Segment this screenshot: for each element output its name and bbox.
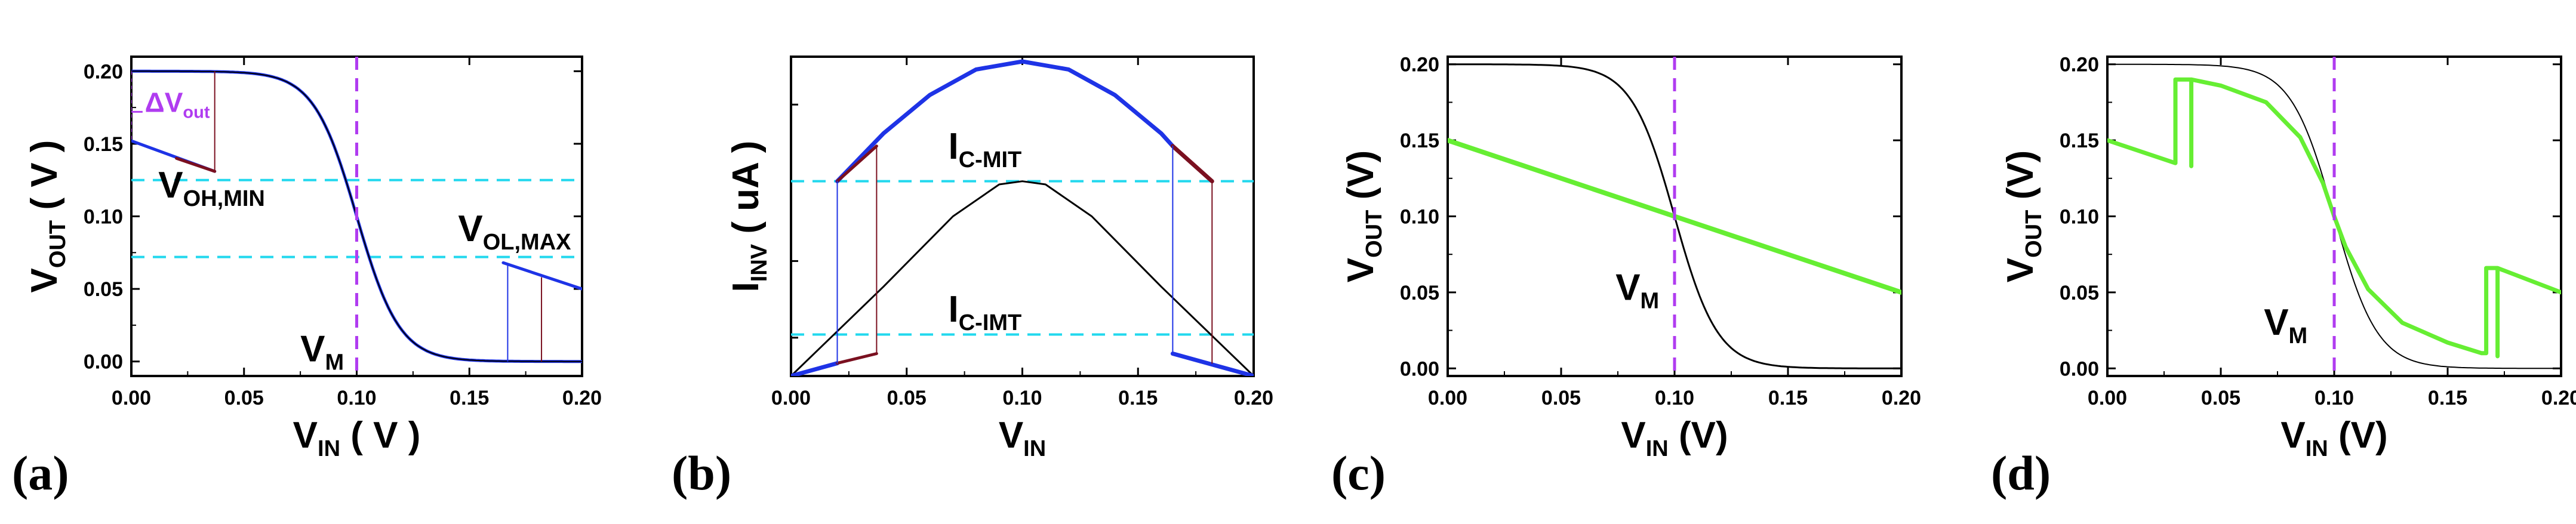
panel-label-b: (b): [672, 446, 731, 500]
series-low_right: [1170, 352, 1254, 376]
y-tick-label: 0.20: [2060, 54, 2099, 76]
x-tick-label: 0.05: [887, 387, 927, 409]
y-tick-label: 0.20: [84, 60, 123, 83]
x-tick-label: 0.00: [771, 387, 811, 409]
y-axis-label: VOUT (V): [2000, 150, 2046, 282]
x-axis-label: VIN (V): [1621, 415, 1728, 461]
x-tick-label: 0.10: [1655, 387, 1694, 409]
annotation-label: VM: [300, 329, 344, 375]
data-layer-c: [1448, 57, 1901, 376]
y-tick-label: 0.10: [84, 206, 123, 229]
plot-c: 0.00 0.05 0.10 0.15 0.20 0.00 0.05 0.10 0.15 0.20…: [1340, 54, 1921, 461]
panel-label-d: (d): [1991, 446, 2051, 500]
panel-c: 0.00 0.05 0.10 0.15 0.20 0.00 0.05 0.10 0.15 0.20…: [1331, 54, 1921, 500]
annotation-label: ΔVout: [145, 87, 210, 122]
x-tick-label: 0.00: [1428, 387, 1467, 409]
panel-b: 0.00 0.05 0.10 0.15 0.20 VIN IINV ( uA ) IC-MIT…: [672, 56, 1273, 500]
panel-d: 0.00 0.05 0.10 0.15 0.20 0.00 0.05 0.10 0.15 0.20…: [1991, 54, 2576, 500]
series-hysteretic_output: [2107, 77, 2561, 359]
annotation-label: IC-IMT: [949, 289, 1022, 335]
series-high_left_red: [836, 144, 878, 183]
y-tick-label: 0.15: [84, 133, 123, 156]
panel-label-c: (c): [1331, 446, 1386, 500]
y-tick-label: 0.00: [2060, 357, 2099, 380]
panel-a: 0.00 0.05 0.10 0.15 0.20 0.00 0.05 0.10 0.15 0.20…: [12, 56, 602, 500]
y-tick-label: 0.00: [84, 351, 123, 374]
x-tick-label: 0.15: [1118, 387, 1158, 409]
y-tick-label: 0.05: [1400, 282, 1439, 304]
x-tick-label: 0.10: [2315, 387, 2354, 409]
series-metal_current: [835, 59, 1175, 184]
y-tick-label: 0.05: [84, 278, 123, 301]
x-axis-label: VIN (V): [2280, 415, 2387, 461]
series-low_left: [791, 361, 839, 376]
x-tick-label: 0.20: [2541, 387, 2576, 409]
y-tick-label: 0.05: [2060, 282, 2099, 304]
y-tick-label: 0.10: [1400, 206, 1439, 229]
y-tick-label: 0.00: [1400, 357, 1439, 380]
y-axis-label: IINV ( uA ): [725, 141, 772, 292]
x-tick-label: 0.15: [2428, 387, 2467, 409]
annotation-label: VM: [2264, 302, 2307, 349]
panel-label-a: (a): [12, 446, 69, 500]
x-tick-label: 0.00: [112, 387, 151, 409]
x-tick-label: 0.10: [337, 387, 376, 409]
x-tick-label: 0.20: [1882, 387, 1921, 409]
series-high_right_red: [1170, 144, 1214, 184]
data-layer-d: [2107, 57, 2561, 376]
x-tick-label: 0.20: [562, 387, 602, 409]
annotation-label: VM: [1615, 267, 1659, 314]
x-tick-label: 0.05: [1541, 387, 1581, 409]
y-axis-label: VOUT ( V ): [24, 140, 70, 293]
x-tick-label: 0.00: [2088, 387, 2127, 409]
y-tick-label: 0.20: [1400, 54, 1439, 76]
annotation-label: IC-MIT: [949, 126, 1022, 172]
x-tick-label: 0.15: [1768, 387, 1808, 409]
plot-d: 0.00 0.05 0.10 0.15 0.20 0.00 0.05 0.10 0.15 0.20…: [2000, 54, 2576, 461]
series-low_left_red: [836, 352, 878, 365]
series-load_high_tip: [175, 156, 217, 173]
data-layer-b: [791, 59, 1254, 376]
series-insulator_current: [791, 180, 1254, 376]
x-axis-label: VIN ( V ): [293, 415, 421, 461]
y-tick-label: 0.10: [2060, 206, 2099, 229]
x-tick-label: 0.20: [1234, 387, 1273, 409]
x-tick-label: 0.05: [224, 387, 264, 409]
y-tick-label: 0.15: [1400, 130, 1439, 152]
x-tick-label: 0.05: [2201, 387, 2240, 409]
x-tick-label: 0.15: [450, 387, 489, 409]
series-load_low: [501, 261, 582, 291]
x-tick-label: 0.10: [1002, 387, 1042, 409]
plot-a: 0.00 0.05 0.10 0.15 0.20 0.00 0.05 0.10 0.15 0.20…: [24, 56, 602, 461]
annotation-label: VOH,MIN: [158, 165, 265, 211]
x-axis-label: VIN: [999, 415, 1046, 461]
plot-frame-b: [790, 56, 1255, 377]
plot-b: 0.00 0.05 0.10 0.15 0.20 VIN IINV ( uA ) IC-MIT…: [725, 56, 1273, 461]
annotation-label: VOL,MAX: [458, 208, 571, 255]
y-tick-label: 0.15: [2060, 130, 2099, 152]
y-axis-label: VOUT (V): [1340, 150, 1387, 282]
data-layer-a: [131, 57, 582, 376]
